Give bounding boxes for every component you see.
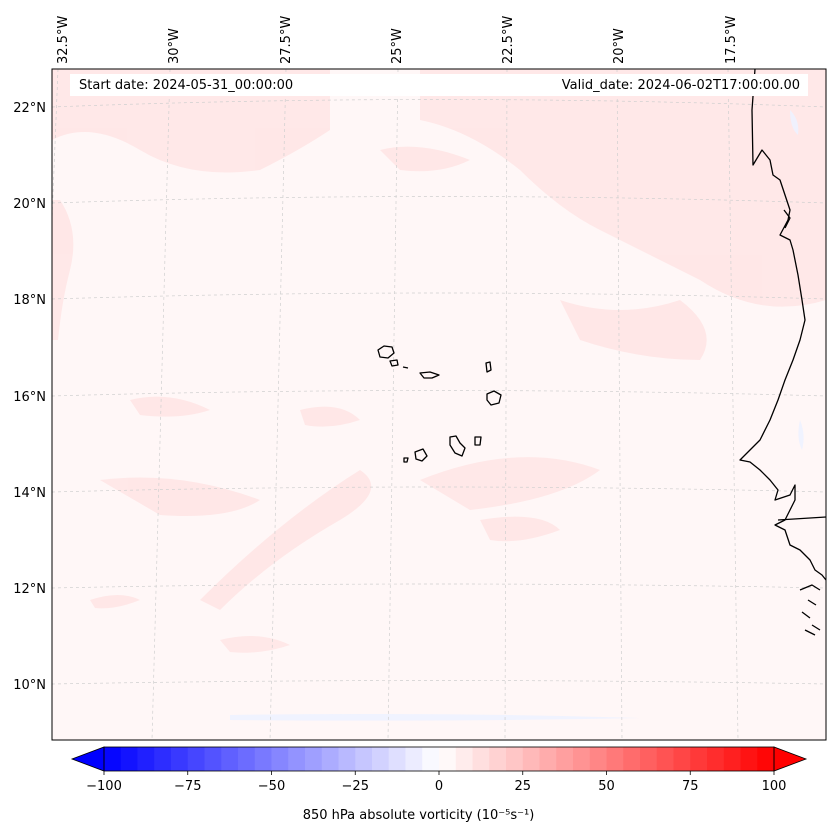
colorbar-step xyxy=(573,747,591,771)
lon-tick-3: 25°W xyxy=(390,28,405,64)
colorbar-step xyxy=(539,747,557,771)
fogo xyxy=(414,448,428,462)
colorbar-step xyxy=(254,747,272,771)
latitude-tick-labels: 22°N 20°N 18°N 16°N 14°N 12°N 10°N xyxy=(13,101,46,693)
lon-tick-0: 32.5°W xyxy=(56,16,71,64)
colorbar-step xyxy=(171,747,189,771)
colorbar-step xyxy=(472,747,490,771)
sao-nicolau xyxy=(419,371,440,379)
sal xyxy=(485,361,492,373)
colorbar: −100 −75 −50 −25 0 25 50 75 100 xyxy=(70,746,808,794)
maio xyxy=(474,436,482,446)
cape-verde-islands xyxy=(377,345,502,463)
colorbar-tick-label: 0 xyxy=(435,779,443,794)
lon-tick-2: 27.5°W xyxy=(279,16,294,64)
lon-tick-6: 17.5°W xyxy=(724,16,739,64)
lat-tick-3: 16°N xyxy=(13,390,46,405)
colorbar-step xyxy=(422,747,440,771)
coast-inlet xyxy=(783,209,791,229)
lat-tick-5: 12°N xyxy=(13,582,46,597)
sao-vicente xyxy=(389,359,399,367)
header-backdrop xyxy=(70,74,808,96)
colorbar-step xyxy=(355,747,373,771)
colorbar-step xyxy=(120,747,138,771)
colorbar-step xyxy=(238,747,256,771)
colorbar-step xyxy=(321,747,339,771)
start-date-label: Start date: 2024-05-31_00:00:00 xyxy=(79,78,294,93)
colorbar-step xyxy=(405,747,423,771)
colorbar-step xyxy=(388,747,406,771)
colorbar-max-extension xyxy=(773,746,808,772)
lon-tick-5: 20°W xyxy=(612,28,627,64)
colorbar-step xyxy=(204,747,222,771)
colorbar-step xyxy=(305,747,323,771)
colorbar-tick-label: 75 xyxy=(682,779,699,794)
colorbar-tick-label: −25 xyxy=(342,779,369,794)
colorbar-steps xyxy=(104,747,775,771)
colorbar-tick-label: −50 xyxy=(258,779,285,794)
colorbar-step xyxy=(522,747,540,771)
colorbar-step xyxy=(757,747,775,771)
colorbar-step xyxy=(656,747,674,771)
brava xyxy=(403,457,409,463)
vorticity-field xyxy=(52,69,826,740)
colorbar-tick-label: −75 xyxy=(174,779,201,794)
colorbar-label-text: 850 hPa absolute vorticity xyxy=(302,808,473,823)
colorbar-step xyxy=(104,747,122,771)
boa-vista xyxy=(486,390,502,406)
colorbar-step xyxy=(606,747,624,771)
colorbar-step xyxy=(556,747,574,771)
colorbar-step xyxy=(723,747,741,771)
colorbar-step xyxy=(690,747,708,771)
colorbar-step xyxy=(673,747,691,771)
colorbar-step xyxy=(740,747,758,771)
lon-tick-1: 30°W xyxy=(167,28,182,64)
longitude-tick-labels: 32.5°W 30°W 27.5°W 25°W 22.5°W 20°W 17.5… xyxy=(56,16,739,64)
colorbar-step xyxy=(221,747,239,771)
valid-date-label: Valid_date: 2024-06-02T17:00:00.00 xyxy=(561,78,800,93)
santiago xyxy=(449,435,466,457)
coastline xyxy=(739,69,826,636)
colorbar-step xyxy=(640,747,658,771)
santo-antao xyxy=(377,345,395,359)
colorbar-step xyxy=(506,747,524,771)
colorbar-step xyxy=(137,747,155,771)
colorbar-tick-label: 100 xyxy=(762,779,787,794)
colorbar-step xyxy=(187,747,205,771)
colorbar-step xyxy=(271,747,289,771)
colorbar-tick-label: 25 xyxy=(514,779,531,794)
graticule xyxy=(52,69,826,740)
colorbar-ticks: −100 −75 −50 −25 0 25 50 75 100 xyxy=(86,771,786,794)
map-frame xyxy=(51,68,827,741)
colorbar-step xyxy=(288,747,306,771)
colorbar-step xyxy=(589,747,607,771)
colorbar-step xyxy=(154,747,172,771)
colorbar-label: 850 hPa absolute vorticity (10⁻⁵s⁻¹) xyxy=(0,808,837,823)
lat-tick-6: 10°N xyxy=(13,678,46,693)
lat-tick-2: 18°N xyxy=(13,293,46,308)
lat-tick-1: 20°N xyxy=(13,197,46,212)
gambia-estuary xyxy=(777,516,826,521)
bijagos-islands xyxy=(799,584,821,636)
colorbar-step xyxy=(707,747,725,771)
colorbar-step xyxy=(489,747,507,771)
colorbar-min-extension xyxy=(70,746,105,772)
colorbar-tick-label: −100 xyxy=(86,779,122,794)
santa-luzia xyxy=(402,366,409,369)
lat-tick-0: 22°N xyxy=(13,101,46,116)
colorbar-step xyxy=(623,747,641,771)
west-africa-coast xyxy=(739,69,826,581)
colorbar-tick-label: 50 xyxy=(598,779,615,794)
colorbar-step xyxy=(455,747,473,771)
colorbar-step xyxy=(338,747,356,771)
colorbar-step xyxy=(372,747,390,771)
colorbar-step xyxy=(439,747,457,771)
lon-tick-4: 22.5°W xyxy=(501,16,516,64)
colorbar-label-unit: (10⁻⁵s⁻¹) xyxy=(476,808,535,823)
lat-tick-4: 14°N xyxy=(13,486,46,501)
